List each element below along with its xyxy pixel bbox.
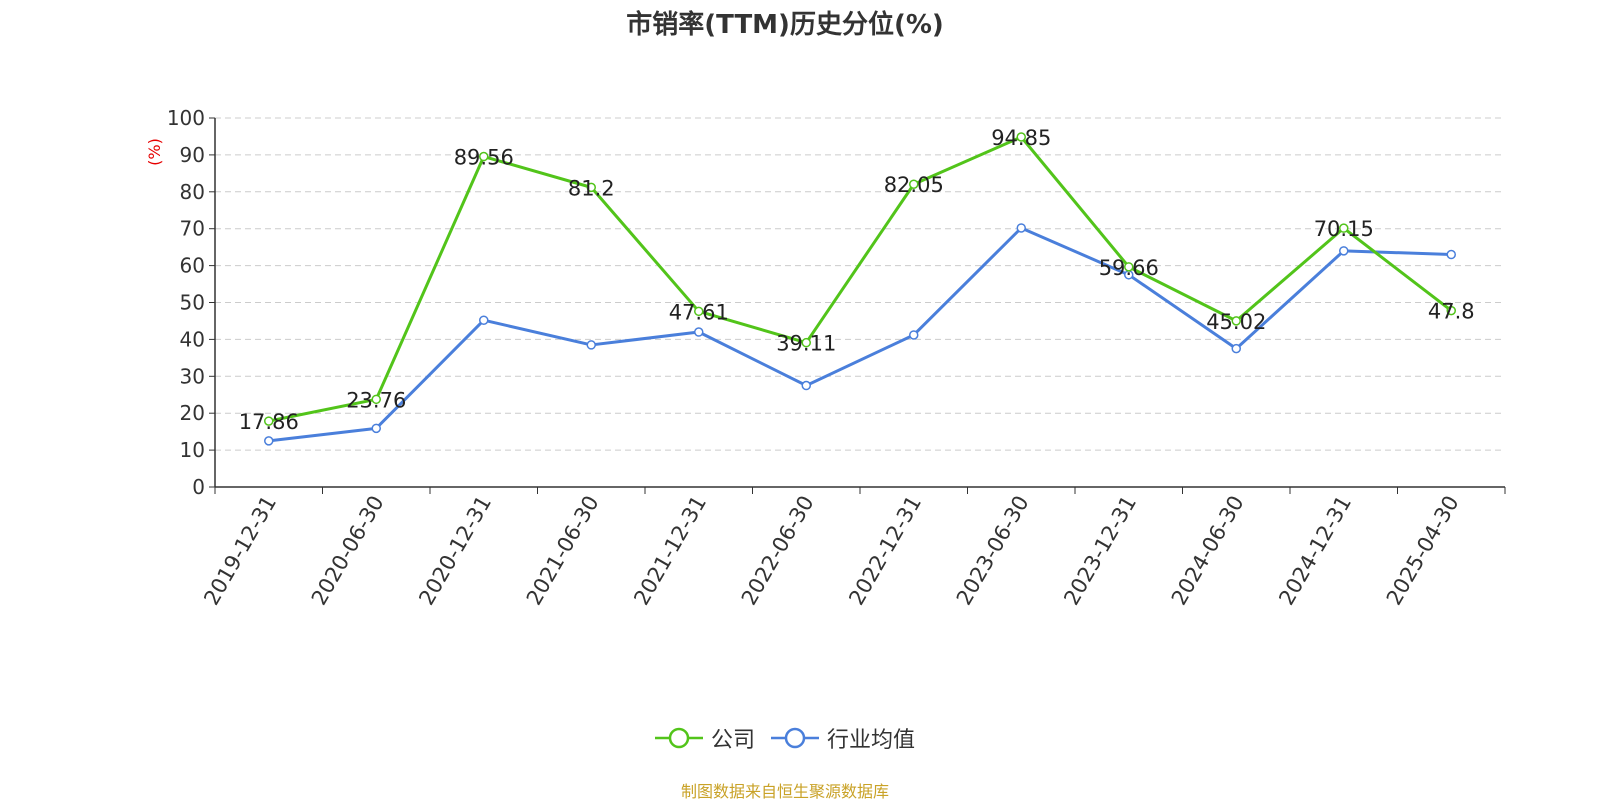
data-point-1 <box>586 340 596 350</box>
data-label: 45.02 <box>1206 310 1266 334</box>
data-point-0 <box>909 179 919 189</box>
data-label: 23.76 <box>346 388 406 412</box>
legend-marker-icon <box>655 727 703 749</box>
y-tick-label: 100 <box>167 106 205 130</box>
x-tick-label: 2020-12-31 <box>414 492 496 610</box>
x-tick-label: 2022-06-30 <box>737 492 819 610</box>
x-tick-label: 2019-12-31 <box>199 492 281 610</box>
data-point-1 <box>801 380 811 391</box>
data-point-1 <box>1231 343 1241 354</box>
x-tick-label: 2021-06-30 <box>522 492 604 610</box>
data-point-1 <box>909 330 919 340</box>
data-point-1 <box>371 423 381 434</box>
data-point-1 <box>1446 249 1456 260</box>
data-label: 47.61 <box>669 300 729 324</box>
data-label: 81.2 <box>568 176 615 200</box>
data-point-1 <box>1339 246 1349 256</box>
data-point-1 <box>1016 223 1026 233</box>
x-tick-label: 2024-06-30 <box>1167 492 1249 610</box>
chart-title: 市销率(TTM)历史分位(%) <box>626 10 944 40</box>
data-point-0 <box>479 151 489 162</box>
data-point-0 <box>694 306 704 317</box>
data-point-0 <box>1124 262 1134 272</box>
y-tick-label: 10 <box>180 438 205 462</box>
series-line-0 <box>268 135 1453 423</box>
data-point-0 <box>264 416 274 426</box>
data-point-0 <box>1231 316 1241 326</box>
data-point-0 <box>586 182 596 193</box>
data-point-0 <box>1446 305 1456 316</box>
data-label: 59.66 <box>1099 256 1159 280</box>
data-label: 94.85 <box>991 126 1051 150</box>
legend-label: 公司 <box>711 728 756 753</box>
x-tick-label: 2025-04-30 <box>1382 492 1464 610</box>
legend-item[interactable]: 公司 <box>655 722 755 754</box>
x-tick-label: 2020-06-30 <box>307 492 389 610</box>
data-point-1 <box>264 436 274 446</box>
x-tick-label: 2023-12-31 <box>1059 492 1141 610</box>
y-tick-label: 0 <box>192 475 205 499</box>
data-label: 82.05 <box>884 173 944 197</box>
x-tick-label: 2024-12-31 <box>1274 492 1356 610</box>
y-tick-label: 20 <box>180 401 205 425</box>
data-point-0 <box>371 394 381 405</box>
y-tick-label: 70 <box>180 217 205 241</box>
legend: 公司 行业均值 <box>655 722 931 754</box>
data-label: 70.15 <box>1314 217 1374 241</box>
data-label: 47.8 <box>1428 300 1475 324</box>
data-label: 39.11 <box>776 332 836 356</box>
data-point-1 <box>479 315 489 325</box>
data-label: 17.86 <box>239 410 299 434</box>
y-tick-label: 60 <box>180 254 205 278</box>
data-point-0 <box>801 337 811 348</box>
x-tick-label: 2021-12-31 <box>629 492 711 610</box>
x-tick-label: 2023-06-30 <box>952 492 1034 610</box>
y-tick-label: 50 <box>180 291 205 315</box>
y-tick-label: 80 <box>180 180 205 204</box>
y-tick-label: 40 <box>180 327 205 351</box>
x-tick-label: 2022-12-31 <box>844 492 926 610</box>
data-point-0 <box>1016 132 1026 142</box>
legend-label: 行业均值 <box>827 728 916 753</box>
series-line-1 <box>268 226 1452 443</box>
y-tick-label: 90 <box>180 143 205 167</box>
legend-item[interactable]: 行业均值 <box>771 722 915 754</box>
y-axis-label: (%) <box>145 138 164 166</box>
data-label: 89.56 <box>454 146 514 170</box>
data-point-1 <box>694 327 704 337</box>
legend-marker-icon <box>771 727 820 749</box>
data-point-0 <box>1339 223 1349 233</box>
source-note: 制图数据来自恒生聚源数据库 <box>680 782 889 801</box>
y-tick-label: 30 <box>180 364 205 388</box>
